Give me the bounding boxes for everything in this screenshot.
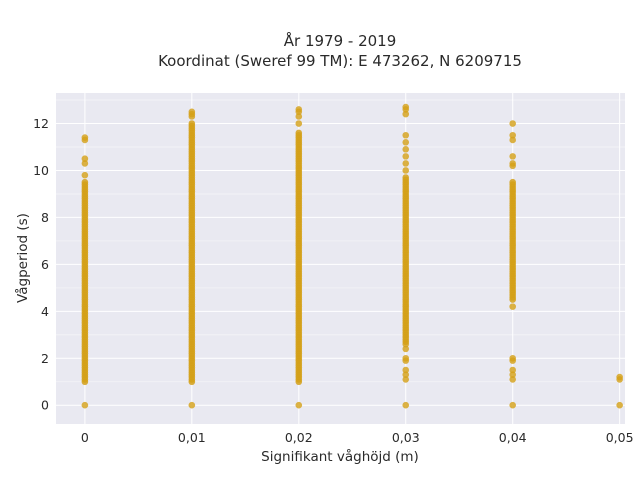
data-point [402,110,410,118]
data-point [616,373,623,381]
y-tick-label: 12 [33,116,49,131]
data-point [81,160,89,167]
data-point [402,138,410,146]
x-tick-label: 0,04 [499,430,527,445]
x-tick-labels: 0 0,01 0,02 0,03 0,04 0,05 [81,430,634,445]
data-point [402,160,410,167]
data-point [402,146,410,153]
data-point [188,108,196,116]
x-tick-label: 0,03 [392,430,420,445]
data-point [402,376,410,383]
y-tick-label: 4 [41,304,49,319]
data-point [402,366,410,374]
data-point [295,113,303,120]
data-points [81,103,623,409]
data-point [402,340,410,348]
data-point [509,131,516,139]
data-point [402,153,410,160]
data-point [402,131,410,139]
data-point [81,401,89,409]
data-point [509,376,516,383]
x-tick-label: 0,05 [606,430,634,445]
y-axis-label: Vågperiod (s) [14,213,31,303]
x-tick-label: 0 [81,430,89,445]
data-point [81,134,89,141]
data-point [81,171,89,179]
data-point [295,120,303,127]
data-point [402,371,410,379]
data-point [295,129,303,137]
x-tick-label: 0,01 [178,430,206,445]
data-point [509,178,516,186]
plot-area [56,93,625,424]
x-axis-label: Signifikant våghöjd (m) [261,448,419,465]
data-point [509,354,516,362]
data-point [509,153,516,160]
data-point [509,371,516,379]
data-point [509,136,516,144]
data-point [188,120,196,127]
data-point [402,354,410,362]
data-point [295,401,303,409]
data-point [509,160,516,167]
data-point [402,103,410,111]
y-tick-labels: 0 2 4 6 8 10 12 [33,116,49,413]
data-point [509,366,516,374]
data-point [295,106,303,113]
data-point [509,303,516,310]
chart-title-line1: År 1979 - 2019 [284,31,397,50]
y-tick-label: 0 [41,398,49,413]
y-tick-label: 10 [33,163,49,178]
x-tick-label: 0,02 [285,430,313,445]
data-point [402,345,410,353]
data-point [509,401,516,409]
y-tick-label: 6 [41,257,49,272]
chart-title-line2: Koordinat (Sweref 99 TM): E 473262, N 62… [158,52,522,70]
data-point [402,174,410,181]
data-point [402,401,410,409]
y-tick-label: 2 [41,351,49,366]
data-point [509,120,516,127]
data-point [616,401,623,409]
data-point [81,155,89,163]
data-point [188,401,196,409]
data-point [81,178,89,186]
data-point [402,167,410,174]
y-tick-label: 8 [41,210,49,225]
